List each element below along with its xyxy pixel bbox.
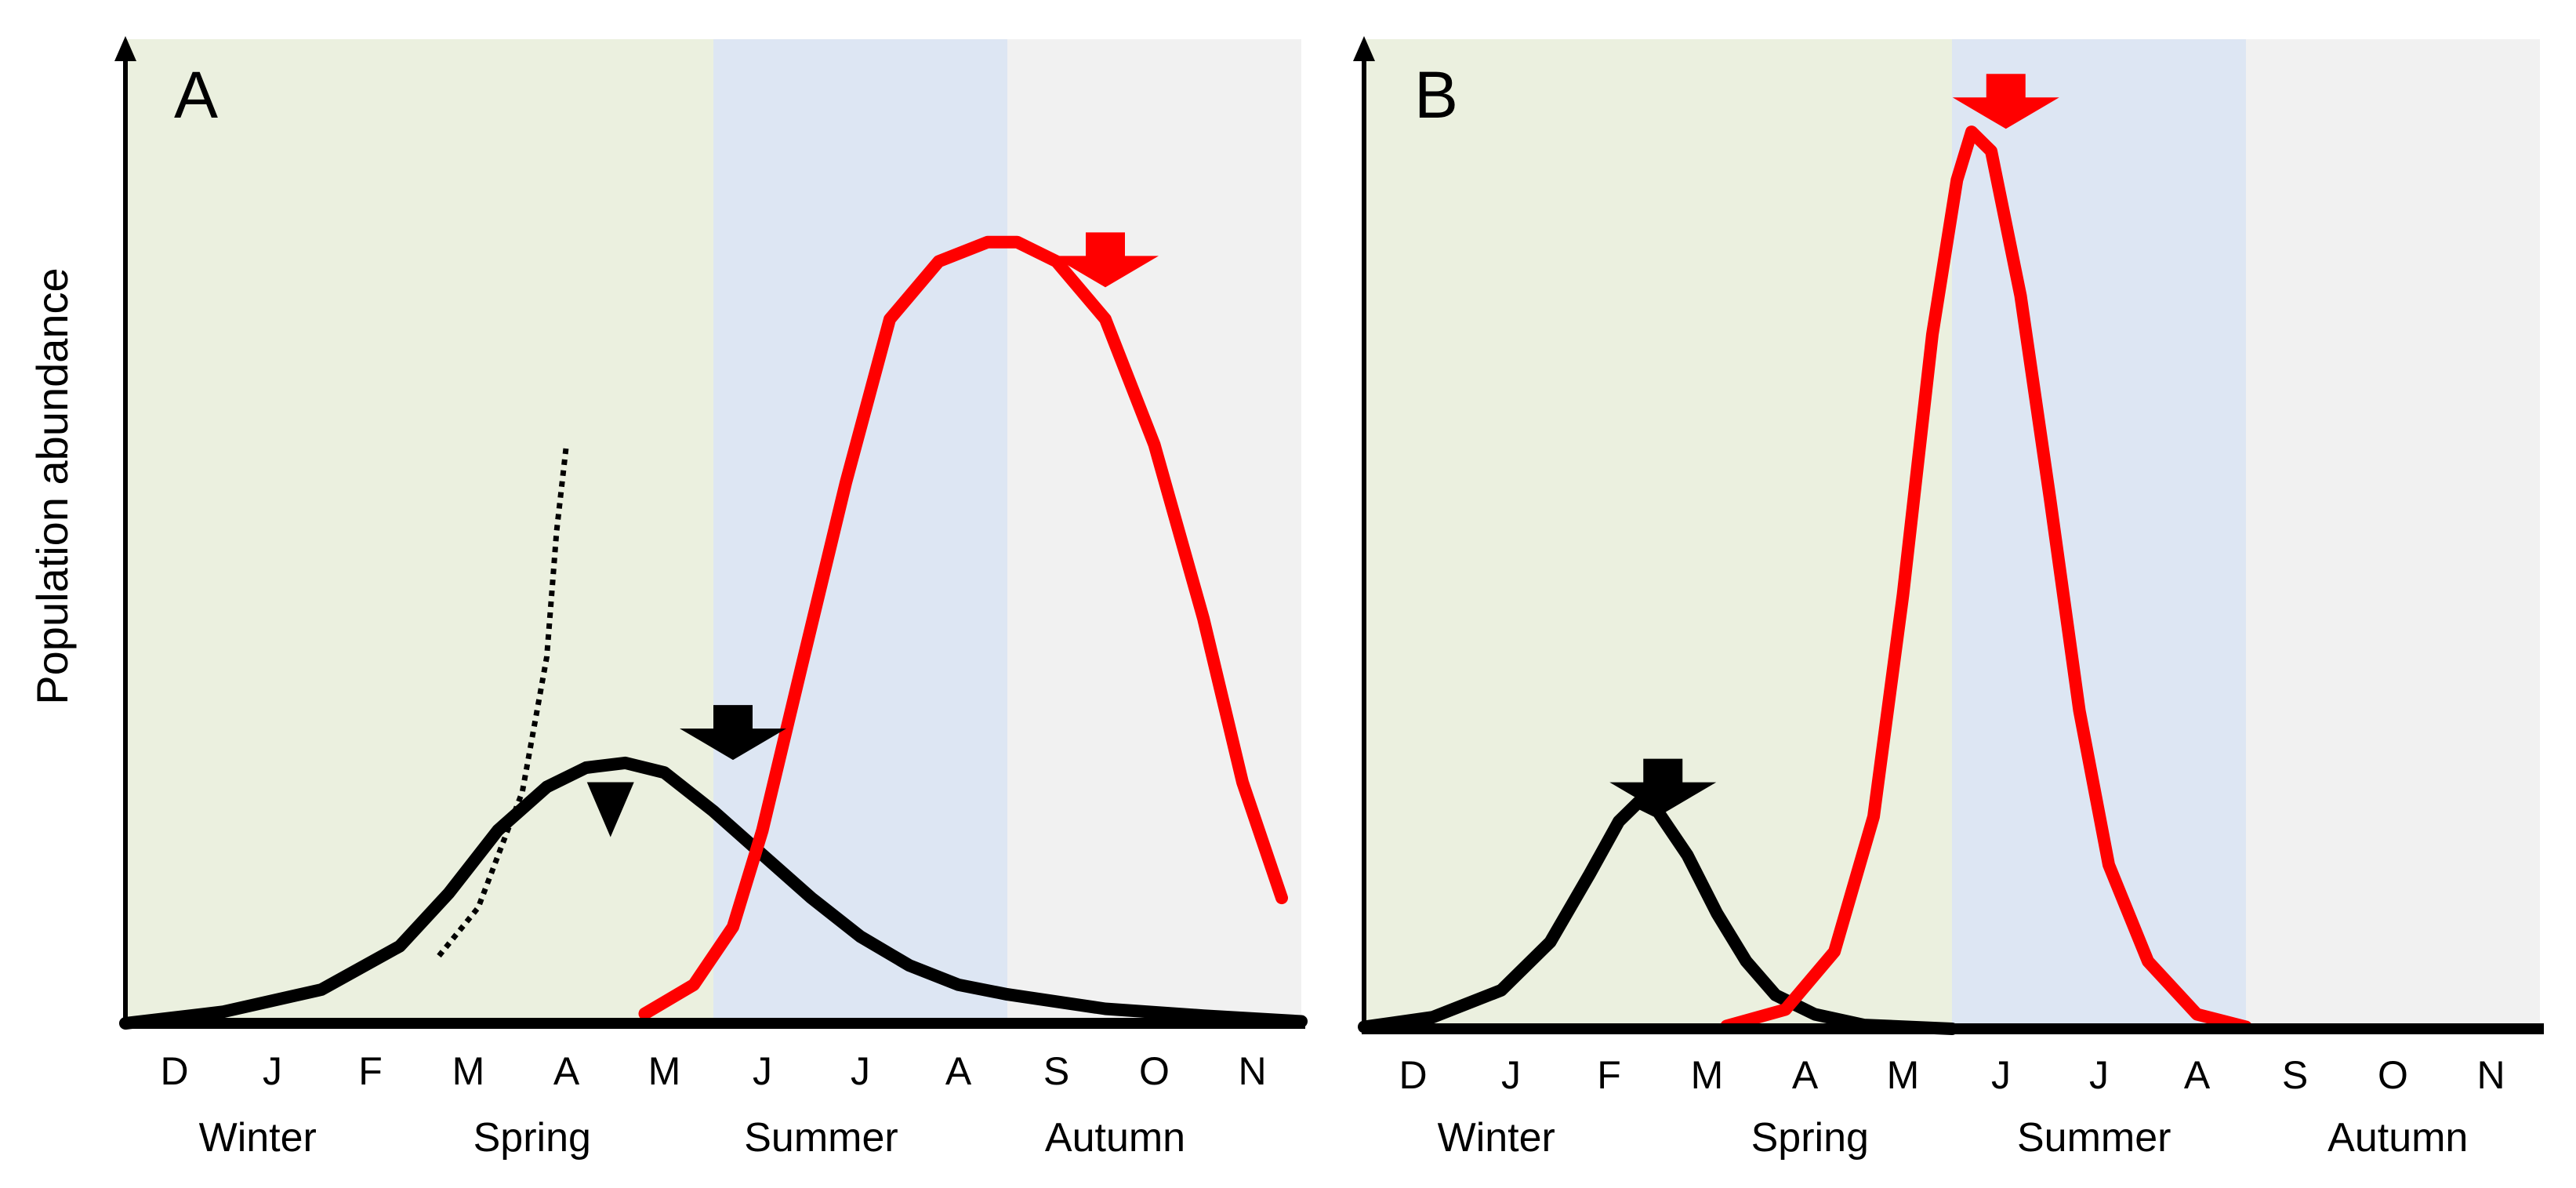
season-band <box>1007 39 1301 1023</box>
series-line-1 <box>119 756 1308 1030</box>
season-band <box>1364 39 1952 1029</box>
x-tick-label: O <box>1139 1049 1170 1093</box>
series-line-2 <box>1720 125 2252 1034</box>
x-tick-label: M <box>1691 1053 1724 1097</box>
series-line-2 <box>437 444 569 958</box>
season-label: Spring <box>473 1115 591 1161</box>
x-tick-label: J <box>851 1049 870 1093</box>
x-tick-label: A <box>945 1049 972 1093</box>
chart-panel-a: D J F M A M J J A S O N Winter Spring Summer Autumn A Pop… <box>27 36 1308 1161</box>
x-tick-label: S <box>1043 1049 1069 1093</box>
y-axis-arrowhead <box>114 36 136 61</box>
x-tick-label: J <box>2089 1053 2109 1097</box>
season-band <box>125 39 713 1023</box>
season-label: Spring <box>1751 1115 1869 1161</box>
season-band <box>713 39 1007 1023</box>
season-label: Winter <box>199 1115 317 1161</box>
x-tick-label: J <box>1991 1053 2011 1097</box>
x-tick-label: O <box>2378 1053 2408 1097</box>
triangle-marker <box>586 782 634 837</box>
x-tick-label: M <box>452 1049 485 1093</box>
x-tick-label: M <box>648 1049 681 1093</box>
panel-label: B <box>1414 58 1458 132</box>
season-label: Winter <box>1438 1115 1555 1161</box>
panel-label: A <box>174 58 218 132</box>
block-arrow-marker <box>1052 232 1159 288</box>
x-tick-label: M <box>1887 1053 1920 1097</box>
x-tick-label: J <box>753 1049 772 1093</box>
x-tick-label: A <box>553 1049 580 1093</box>
y-axis-arrowhead <box>1353 36 1375 61</box>
x-tick-label: D <box>160 1049 188 1093</box>
season-band <box>2246 39 2540 1029</box>
x-tick-label: A <box>2184 1053 2211 1097</box>
x-tick-label: J <box>263 1049 282 1093</box>
x-tick-label: N <box>1238 1049 1266 1093</box>
block-arrow-marker <box>680 705 786 761</box>
x-tick-label: J <box>1501 1053 1521 1097</box>
x-tick-label: F <box>1597 1053 1621 1097</box>
season-label: Autumn <box>1045 1115 1185 1161</box>
series-line-1 <box>1358 796 1958 1035</box>
block-arrow-marker <box>1609 758 1717 814</box>
season-label: Summer <box>744 1115 898 1161</box>
series-line-3 <box>638 235 1288 1020</box>
x-tick-label: S <box>2282 1053 2308 1097</box>
block-arrow-marker <box>1952 74 2059 129</box>
season-label: Summer <box>2017 1115 2171 1161</box>
season-label: Autumn <box>2327 1115 2468 1161</box>
x-tick-label: N <box>2476 1053 2505 1097</box>
y-axis-label: Population abundance <box>27 267 77 704</box>
x-tick-label: D <box>1399 1053 1427 1097</box>
x-tick-label: A <box>1792 1053 1819 1097</box>
chart-panel-b: D J F M A M J J A S O N Winter Spring Summer Autumn B <box>1353 36 2544 1161</box>
x-tick-label: F <box>358 1049 383 1093</box>
